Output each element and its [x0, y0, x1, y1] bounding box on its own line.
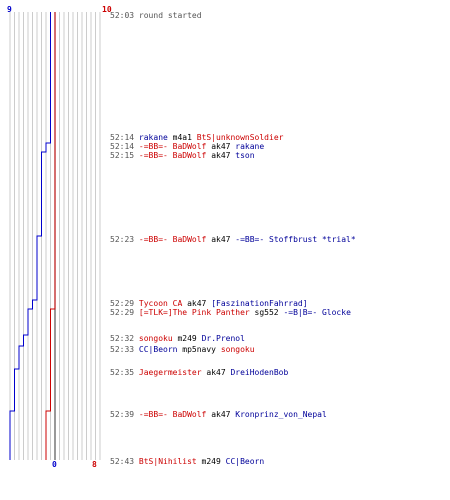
victim-name: Dr.Prenol [201, 334, 245, 343]
victim-name: [FaszinationFahrrad] [211, 299, 308, 308]
killer-name: rakane [138, 133, 168, 142]
kill-feed-row: 52:29 [=TLK=]The Pink Panther sg552 -=B|… [110, 308, 351, 317]
kill-feed-row: 52:39 -=BB=- BaDWolf ak47 Kronprinz_von_… [110, 410, 327, 419]
event-time: 52:14 [110, 133, 135, 142]
event-time: 52:15 [110, 151, 135, 160]
red-start-count: 10 [102, 5, 112, 14]
weapon-name: m249 [177, 334, 197, 343]
victim-name: CC|Beorn [225, 457, 265, 466]
event-time: 52:03 [110, 11, 135, 20]
event-time: 52:23 [110, 235, 135, 244]
victim-name: DreiHodenBob [230, 368, 289, 377]
killer-name: CC|Beorn [138, 345, 178, 354]
kill-feed-row: 52:14 -=BB=- BaDWolf ak47 rakane [110, 142, 264, 151]
blue-end-count: 0 [52, 460, 57, 469]
victim-name: Kronprinz_von_Nepal [235, 410, 327, 419]
victim-name: BtS|unknownSoldier [196, 133, 284, 142]
event-time: 52:43 [110, 457, 135, 466]
killer-name: [=TLK=]The Pink Panther [138, 308, 250, 317]
victim-name: rakane [235, 142, 265, 151]
kill-feed-row: 52:29 Tycoon CA ak47 [FaszinationFahrrad… [110, 299, 308, 308]
kill-feed-row: 52:43 BtS|Nihilist m249 CC|Beorn [110, 457, 264, 466]
event-text: round started [138, 11, 202, 20]
weapon-name: ak47 [211, 235, 231, 244]
kill-feed-row: 52:03 round started [110, 11, 202, 20]
red-team-line [45, 12, 56, 460]
round-timeline-graph [9, 12, 101, 460]
killer-name: -=BB=- BaDWolf [138, 235, 207, 244]
event-time: 52:14 [110, 142, 135, 151]
killer-name: -=BB=- BaDWolf [138, 410, 207, 419]
killer-name: Tycoon CA [138, 299, 183, 308]
blue-team-line [9, 12, 51, 460]
weapon-name: ak47 [211, 410, 231, 419]
killer-name: songoku [138, 334, 173, 343]
event-time: 52:35 [110, 368, 135, 377]
blue-start-count: 9 [7, 5, 12, 14]
red-end-count: 8 [92, 460, 97, 469]
victim-name: songoku [220, 345, 255, 354]
kill-feed-row: 52:32 songoku m249 Dr.Prenol [110, 334, 245, 343]
event-time: 52:33 [110, 345, 135, 354]
weapon-name: m249 [201, 457, 221, 466]
kill-feed-row: 52:15 -=BB=- BaDWolf ak47 tson [110, 151, 255, 160]
killer-name: -=BB=- BaDWolf [138, 142, 207, 151]
weapon-name: m4a1 [172, 133, 192, 142]
weapon-name: ak47 [206, 368, 226, 377]
weapon-name: ak47 [187, 299, 207, 308]
kill-feed-row: 52:23 -=BB=- BaDWolf ak47 -=BB=- Stoffbr… [110, 235, 356, 244]
victim-name: -=BB=- Stoffbrust *trial* [235, 235, 356, 244]
killer-name: -=BB=- BaDWolf [138, 151, 207, 160]
weapon-name: mp5navy [182, 345, 216, 354]
weapon-name: ak47 [211, 142, 231, 151]
weapon-name: sg552 [254, 308, 279, 317]
kill-feed-row: 52:35 Jaegermeister ak47 DreiHodenBob [110, 368, 288, 377]
victim-name: -=B|B=- Glocke [283, 308, 351, 317]
victim-name: tson [235, 151, 255, 160]
weapon-name: ak47 [211, 151, 231, 160]
kill-feed-row: 52:33 CC|Beorn mp5navy songoku [110, 345, 255, 354]
killer-name: BtS|Nihilist [138, 457, 197, 466]
event-time: 52:39 [110, 410, 135, 419]
event-time: 52:29 [110, 299, 135, 308]
kill-feed-row: 52:14 rakane m4a1 BtS|unknownSoldier [110, 133, 283, 142]
event-time: 52:32 [110, 334, 135, 343]
killer-name: Jaegermeister [138, 368, 202, 377]
event-time: 52:29 [110, 308, 135, 317]
